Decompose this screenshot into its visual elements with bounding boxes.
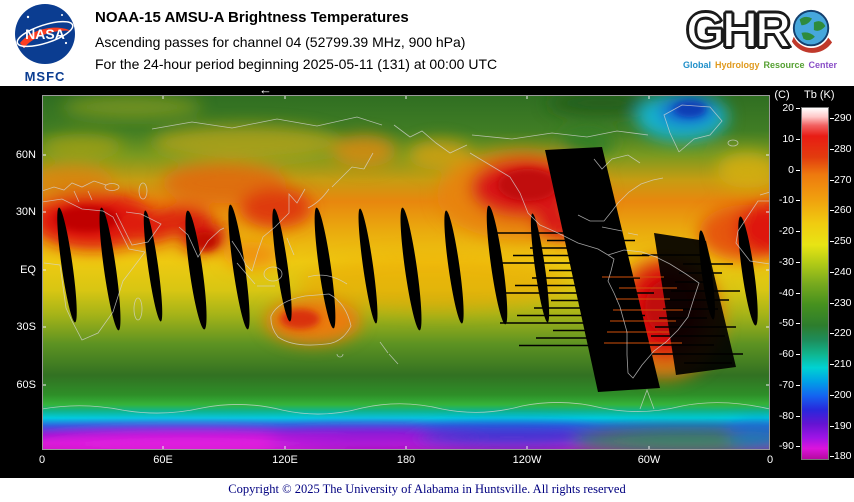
colorbar-tick — [830, 425, 834, 427]
nasa-center-label: MSFC — [24, 69, 66, 84]
colorbar-tick — [796, 169, 800, 171]
subtitle-period: For the 24-hour period beginning 2025-05… — [95, 56, 498, 72]
colorbar-tick — [796, 261, 800, 263]
colorbar-gradient — [801, 107, 829, 460]
colorbar-kelvin-label: 260 — [834, 204, 852, 217]
colorbar-celsius-label: -10 — [778, 194, 794, 207]
colorbar-celsius-label: -60 — [778, 348, 794, 360]
colorbar-kelvin-label: 230 — [834, 296, 852, 309]
colorbar-tick — [796, 446, 800, 448]
lat-tick-label: EQ — [20, 264, 36, 276]
colorbar-tick — [796, 384, 800, 386]
nasa-wordmark: NASA — [25, 26, 65, 42]
colorbar-tick — [830, 210, 834, 212]
colorbar-unit-celsius: (C) — [774, 89, 790, 101]
colorbar-tick — [796, 323, 800, 325]
direction-arrow: ← — [259, 82, 272, 97]
colorbar-kelvin-label: 240 — [834, 265, 852, 278]
colorbar-tick — [796, 108, 800, 109]
lon-tick-label: 180 — [396, 454, 416, 466]
colorbar-kelvin-label: 270 — [834, 173, 852, 186]
ghrc-tagline-word: Global — [682, 60, 711, 70]
colorbar-kelvin-label: 180 — [834, 450, 852, 463]
colorbar-tick — [830, 364, 834, 365]
page-title: NOAA-15 AMSU-A Brightness Temperatures — [95, 9, 409, 26]
colorbar-tick — [830, 394, 834, 396]
lat-tick-label: 60S — [16, 379, 36, 391]
coastlines — [41, 104, 771, 415]
colorbar-tick — [830, 241, 834, 242]
subtitle-channel: Ascending passes for channel 04 (52799.3… — [95, 34, 466, 50]
colorbar-celsius-label: 10 — [782, 132, 794, 145]
colorbar-kelvin-label: 220 — [834, 327, 852, 340]
colorbar-tick — [796, 354, 800, 355]
colorbar-tick — [830, 456, 834, 458]
colorbar-kelvin-label: 290 — [834, 112, 852, 124]
colorbar-tick — [796, 231, 800, 232]
lon-tick-label: 60W — [637, 454, 661, 466]
nasa-meatball-icon: NASA — [15, 4, 75, 64]
colorbar-tick — [830, 271, 834, 273]
colorbar-celsius-label: -40 — [778, 286, 794, 299]
ghrc-tagline-word: Center — [808, 60, 838, 70]
colorbar-tick — [830, 179, 834, 181]
colorbar-tick — [830, 118, 834, 119]
ghrc-tagline-word: Resource — [763, 60, 805, 70]
map-border — [42, 95, 770, 450]
ghrc-tagline: Global Hydrology Resource Center — [672, 60, 848, 70]
lon-tick-label: 0 — [38, 454, 46, 466]
axis-ticks — [42, 95, 770, 450]
colorbar-celsius-label: 0 — [788, 163, 794, 176]
header: NASA MSFC NOAA-15 AMSU-A Brightness Temp… — [0, 0, 854, 86]
footer: Copyright © 2025 The University of Alaba… — [0, 478, 854, 502]
ghrc-wordmark: G H R — [672, 1, 848, 59]
colorbar-celsius-label: -80 — [778, 409, 794, 422]
colorbar-unit-kelvin: Tb (K) — [804, 89, 835, 101]
colorbar-tick — [796, 138, 800, 140]
ghrc-tagline-word: Hydrology — [714, 60, 760, 70]
lat-tick-label: 60N — [15, 149, 36, 161]
colorbar-tick — [796, 200, 800, 202]
lat-tick-label: 30N — [15, 206, 36, 218]
swath-gaps — [57, 147, 758, 392]
colorbar-tick — [796, 415, 800, 417]
colorbar-tick — [796, 292, 800, 294]
world-map-svg — [27, 91, 802, 458]
colorbar-tick — [830, 302, 834, 304]
map-wrap: ← — [27, 82, 802, 458]
colorbar-kelvin-label: 190 — [834, 419, 852, 432]
lon-tick-label: 120W — [512, 454, 542, 466]
ghrc-letter: R — [754, 2, 792, 58]
colorbar-tick — [830, 333, 834, 335]
nasa-logo-block: NASA MSFC — [12, 3, 78, 84]
colorbar-celsius-label: -50 — [778, 317, 794, 330]
colorbar-celsius-label: -70 — [778, 378, 794, 391]
ghrc-letter: H — [721, 2, 759, 58]
ghrc-letter: G — [685, 2, 726, 58]
plot-area: ← — [0, 82, 854, 478]
title-block: NOAA-15 AMSU-A Brightness Temperatures A… — [95, 9, 497, 78]
colorbar-kelvin-label: 210 — [834, 358, 852, 370]
globe-icon — [791, 9, 833, 53]
lat-tick-label: 30S — [16, 321, 36, 333]
lon-tick-label: 0 — [766, 454, 774, 466]
colorbar-celsius-label: 20 — [782, 102, 794, 114]
colorbar-celsius-label: -20 — [778, 225, 794, 237]
colorbar-celsius-label: -30 — [778, 255, 794, 268]
scanline-artifacts — [494, 232, 743, 364]
copyright-text: Copyright © 2025 The University of Alaba… — [228, 482, 626, 496]
colorbar-kelvin-label: 250 — [834, 235, 852, 247]
colorbar-kelvin-label: 200 — [834, 388, 852, 401]
colorbar-tick — [830, 148, 834, 150]
colorbar-kelvin-label: 280 — [834, 142, 852, 155]
lon-tick-label: 60E — [153, 454, 173, 466]
colorbar-celsius-label: -90 — [778, 440, 794, 453]
ghrc-logo-block: G H R Global Hydrology Resource Center — [672, 1, 848, 70]
lon-tick-label: 120E — [272, 454, 298, 466]
